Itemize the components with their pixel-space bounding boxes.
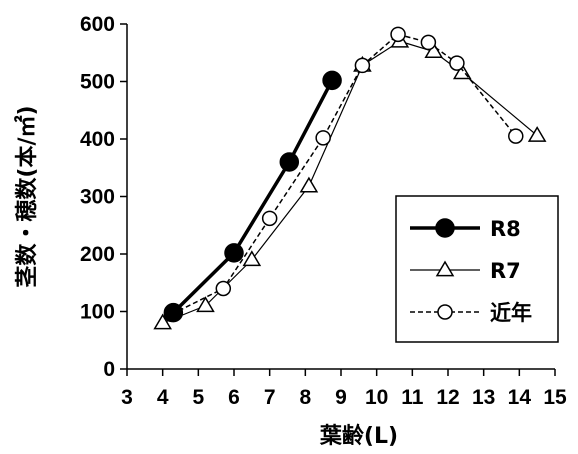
- y-tick-label: 0: [103, 358, 115, 381]
- x-tick-label: 15: [543, 386, 567, 409]
- data-point: [420, 34, 437, 51]
- legend-box: [395, 195, 559, 343]
- x-tick-label: 11: [401, 386, 424, 409]
- x-tick-label: 4: [157, 386, 169, 409]
- y-tick-label: 200: [80, 243, 115, 266]
- legend-label: 近年: [490, 301, 532, 325]
- y-tick-label: 500: [80, 71, 115, 94]
- data-point: [424, 42, 444, 58]
- series-line: [172, 79, 334, 314]
- x-axis-title: 葉齢(L): [319, 423, 398, 449]
- y-tick-label: 300: [80, 186, 115, 209]
- x-tick-label: 3: [121, 386, 133, 409]
- x-axis-ticks: 3 4 5 6 7 8 9 10 11 12 13 14 15: [121, 369, 567, 409]
- y-tick-label: 400: [80, 128, 115, 151]
- legend: R8 R7 近年: [395, 195, 559, 343]
- x-tick-label: 5: [192, 386, 204, 409]
- data-point: [322, 70, 342, 91]
- series-2: [163, 26, 524, 323]
- legend-label: R8: [490, 217, 521, 241]
- series-layer: [153, 26, 547, 330]
- y-tick-label: 600: [80, 13, 115, 36]
- x-tick-label: 8: [299, 386, 311, 409]
- y-axis-ticks: 0 100 200 300 400 500 600: [80, 13, 127, 381]
- data-point: [315, 130, 331, 146]
- x-tick-label: 10: [365, 386, 388, 409]
- x-tick-label: 7: [264, 386, 276, 409]
- data-point: [261, 210, 278, 227]
- data-point: [279, 152, 300, 172]
- data-point: [527, 126, 547, 142]
- y-tick-label: 100: [80, 301, 115, 324]
- data-point: [354, 57, 371, 74]
- legend-marker: [437, 304, 453, 320]
- data-point: [215, 280, 232, 297]
- data-point: [508, 128, 524, 144]
- data-point: [224, 243, 244, 263]
- legend-marker: [435, 218, 455, 238]
- data-point: [242, 250, 262, 267]
- data-point: [163, 302, 184, 323]
- x-tick-label: 9: [335, 386, 347, 409]
- legend-marker: [435, 260, 455, 277]
- data-point: [153, 313, 172, 330]
- data-point: [196, 296, 215, 313]
- data-point: [449, 55, 465, 71]
- data-point: [299, 176, 319, 193]
- x-tick-label: 6: [228, 386, 240, 409]
- legend-entry: R8: [410, 217, 521, 241]
- x-tick-label: 13: [472, 386, 495, 409]
- y-axis-title: 茎数・穂数(本/㎡): [14, 105, 40, 287]
- series-0: [163, 70, 342, 323]
- data-point: [390, 26, 406, 43]
- x-tick-label: 14: [508, 386, 532, 409]
- x-tick-label: 12: [436, 386, 459, 409]
- legend-label: R7: [490, 259, 521, 283]
- legend-entry: R7: [410, 259, 521, 283]
- legend-entry: 近年: [410, 301, 532, 325]
